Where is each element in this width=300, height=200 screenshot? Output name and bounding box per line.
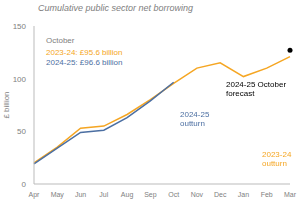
svg-text:150: 150 <box>13 22 27 31</box>
svg-text:0: 0 <box>22 180 27 189</box>
svg-text:Feb: Feb <box>261 191 273 198</box>
svg-text:Apr: Apr <box>29 191 41 199</box>
svg-text:100: 100 <box>13 75 27 84</box>
svg-text:Mar: Mar <box>284 191 292 198</box>
svg-text:50: 50 <box>17 127 26 136</box>
html-text:2024-25 October forecast: 2024-25 October forecast <box>226 80 286 98</box>
html-text:October: October <box>46 36 75 45</box>
html-text:2024-25: £96.6 billion: 2024-25: £96.6 billion <box>46 58 123 67</box>
svg-text:Jan: Jan <box>238 191 249 198</box>
svg-text:Oct: Oct <box>168 191 179 198</box>
svg-text:Jun: Jun <box>75 191 86 198</box>
svg-text:Nov: Nov <box>191 191 204 198</box>
html-text:Cumulative public sector net b: Cumulative public sector net borrowing <box>38 3 194 13</box>
svg-text:Sep: Sep <box>144 191 157 199</box>
html-text:2023-24: £95.6 billion: 2023-24: £95.6 billion <box>46 48 123 57</box>
svg-text:May: May <box>51 191 65 199</box>
html-text:2024-25 outturn: 2024-25 outturn <box>180 110 210 128</box>
svg-text:Aug: Aug <box>121 191 134 199</box>
svg-text:Dec: Dec <box>214 191 227 198</box>
html-text:2023-24 outturn: 2023-24 outturn <box>262 150 292 168</box>
svg-text:Jul: Jul <box>99 191 108 198</box>
svg-text:£ billion: £ billion <box>8 91 11 118</box>
